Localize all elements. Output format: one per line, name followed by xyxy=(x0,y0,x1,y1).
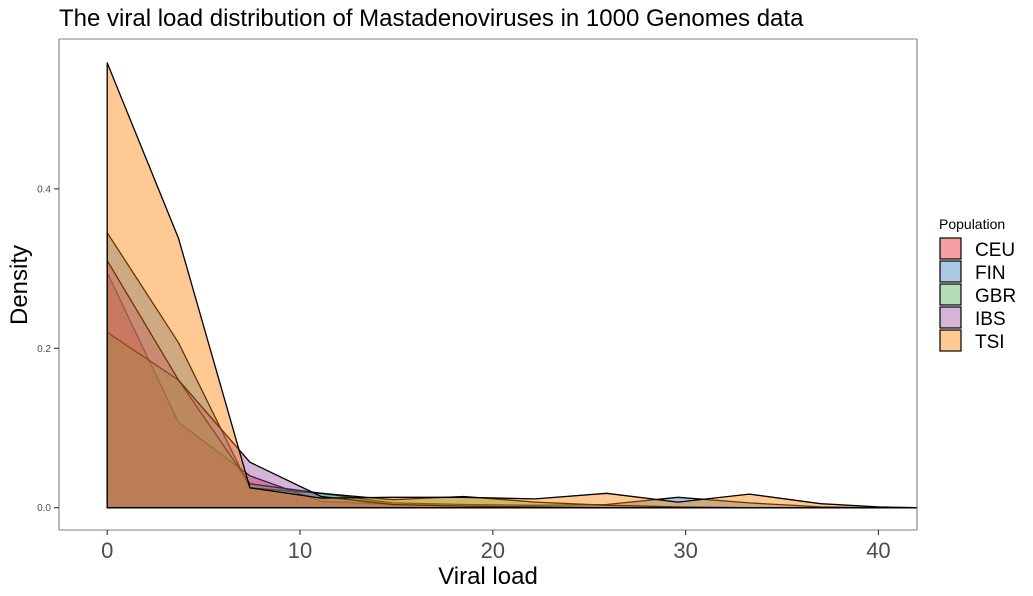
legend-label-fin: FIN xyxy=(975,263,1006,284)
legend-swatch-fin xyxy=(939,260,962,283)
y-tick-label: 0.0 xyxy=(37,503,51,514)
x-tick-label: 10 xyxy=(288,538,312,563)
y-axis-ticks: 0.0 0.2 0.4 xyxy=(37,184,59,514)
legend-label-gbr: GBR xyxy=(975,286,1016,307)
x-tick-label: 40 xyxy=(866,538,890,563)
x-axis-title: Viral load xyxy=(438,563,538,590)
legend-label-ceu: CEU xyxy=(975,240,1015,261)
legend-swatch-gbr xyxy=(939,283,962,306)
density-area-tsi xyxy=(106,62,918,509)
y-tick-label: 0.4 xyxy=(37,184,51,195)
legend-title: Population xyxy=(939,216,1005,232)
x-tick-label: 30 xyxy=(673,538,697,563)
y-tick-label: 0.2 xyxy=(37,344,51,355)
legend-label-ibs: IBS xyxy=(975,309,1006,330)
density-areas xyxy=(106,62,918,509)
legend-swatch-ceu xyxy=(939,237,962,260)
x-axis-ticks: 0 10 20 30 40 xyxy=(101,530,891,563)
legend-swatch-tsi xyxy=(939,329,962,352)
chart-title: The viral load distribution of Mastadeno… xyxy=(59,5,804,32)
legend-swatch-ibs xyxy=(939,306,962,329)
x-tick-label: 0 xyxy=(101,538,113,563)
legend-label-tsi: TSI xyxy=(975,332,1005,353)
plot-panel xyxy=(59,39,917,530)
x-tick-label: 20 xyxy=(481,538,505,563)
y-axis-title: Density xyxy=(6,245,33,325)
axes xyxy=(58,38,918,531)
